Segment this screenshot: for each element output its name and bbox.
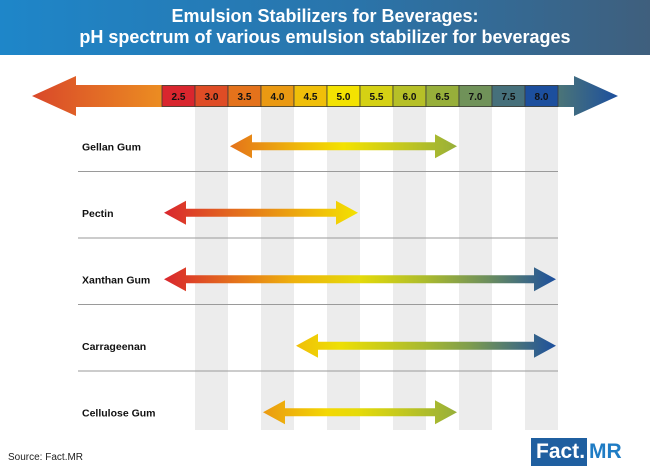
column-stripe <box>525 85 558 430</box>
source-note: Source: Fact.MR <box>8 452 84 463</box>
ph-tick-label: 5.5 <box>370 92 384 103</box>
ph-tick-label: 6.0 <box>403 92 417 103</box>
ph-tick-label: 2.5 <box>172 92 186 103</box>
range-arrow-carrageenan <box>296 333 556 358</box>
ph-tick-label: 6.5 <box>436 92 450 103</box>
row-label: Xanthan Gum <box>82 274 150 286</box>
ph-tick-label: 7.0 <box>469 92 483 103</box>
range-arrow-gellan-gum <box>230 134 457 159</box>
logo-mr-text: MR <box>587 438 626 466</box>
ph-tick-label: 5.0 <box>337 92 351 103</box>
row-label: Cellulose Gum <box>82 407 156 419</box>
ph-tick-label: 3.5 <box>238 92 252 103</box>
title-line-2: pH spectrum of various emulsion stabiliz… <box>79 27 571 47</box>
ph-tick-label: 3.0 <box>205 92 219 103</box>
ph-range-chart: 2.5 3.0 3.5 4.0 4.5 5.0 5.5 6.0 6.5 7.0 7.5 8.0 Gel… <box>32 76 618 430</box>
factmr-logo: Fact. MR <box>531 438 626 466</box>
column-stripe <box>459 85 492 430</box>
row-label: Gellan Gum <box>82 141 141 153</box>
ph-scale-cell <box>524 85 559 107</box>
logo-fact-text: Fact. <box>531 438 588 466</box>
title-line-1: Emulsion Stabilizers for Beverages: <box>171 6 479 26</box>
row-label: Pectin <box>82 208 114 220</box>
logo-dot: . <box>579 440 586 463</box>
column-stripe <box>261 85 294 430</box>
column-stripe <box>393 85 426 430</box>
range-arrow-pectin <box>164 200 358 225</box>
range-arrow-cellulose-gum <box>263 400 457 425</box>
ph-tick-label: 7.5 <box>502 92 516 103</box>
ph-tick-label: 4.0 <box>271 92 285 103</box>
column-stripe <box>195 85 228 430</box>
row-label: Carrageenan <box>82 341 146 353</box>
title-banner: Emulsion Stabilizers for Beverages: pH s… <box>0 0 650 55</box>
column-stripe <box>327 85 360 430</box>
range-arrow-xanthan-gum <box>164 267 556 292</box>
ph-tick-label: 8.0 <box>535 92 549 103</box>
logo-fact-word: Fact <box>536 440 580 463</box>
ph-tick-label: 4.5 <box>304 92 318 103</box>
